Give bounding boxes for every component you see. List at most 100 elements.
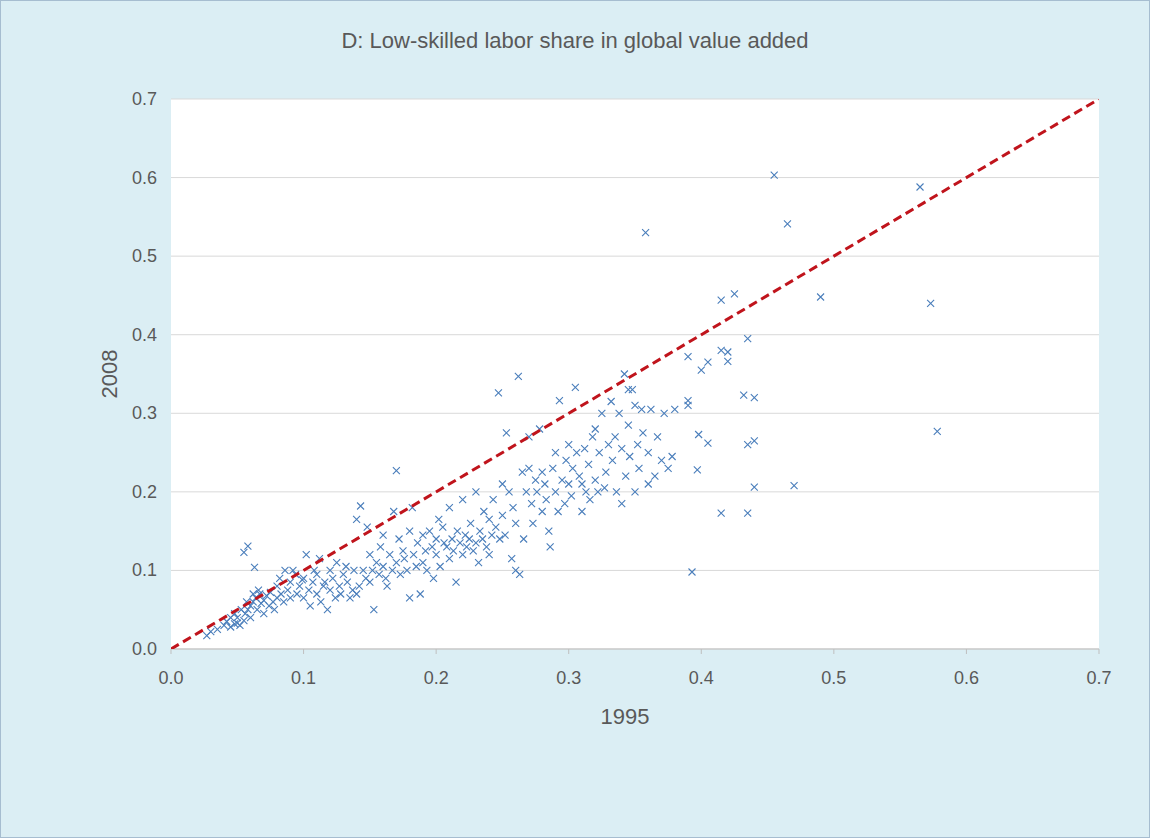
scatter-point [400, 547, 407, 554]
scatter-point [639, 429, 646, 436]
scatter-point [450, 547, 457, 554]
scatter-point [401, 555, 408, 562]
scatter-point [340, 571, 347, 578]
scatter-point [605, 441, 612, 448]
scatter-point [547, 543, 554, 550]
scatter-point [470, 547, 477, 554]
title: D: Low-skilled labor share in global val… [341, 28, 808, 53]
scatter-point [457, 539, 464, 546]
scatter-point [276, 575, 283, 582]
y-tick-label: 0.4 [132, 325, 157, 345]
scatter-point [429, 543, 436, 550]
scatter-point [934, 428, 941, 435]
scatter-point [519, 469, 526, 476]
scatter-point [622, 473, 629, 480]
scatter-point [589, 433, 596, 440]
scatter-point [393, 467, 400, 474]
scatter-point [254, 606, 261, 613]
scatter-point [357, 503, 364, 510]
scatter-point [499, 512, 506, 519]
scatter-point [370, 606, 377, 613]
scatter-point [410, 551, 417, 558]
scatter-point [744, 335, 751, 342]
x-tick [1099, 649, 1100, 654]
scatter-point [731, 290, 738, 297]
scatter-point [389, 567, 396, 574]
scatter-point [512, 520, 519, 527]
scatter-point [289, 567, 296, 574]
scatter-point [300, 594, 307, 601]
scatter-point [528, 500, 535, 507]
scatter-point [502, 532, 509, 539]
scatter-point [393, 559, 400, 566]
scatter-point [578, 481, 585, 488]
scatter-point [718, 347, 725, 354]
scatter-point [327, 567, 334, 574]
scatter-point [612, 433, 619, 440]
scatter-point [523, 488, 530, 495]
x-tick [568, 649, 569, 654]
scatter-point [332, 594, 339, 601]
scatter-point [353, 591, 360, 598]
scatter-point [356, 583, 363, 590]
y-tick-label: 0.3 [132, 403, 157, 423]
scatter-point [704, 440, 711, 447]
scatter-point [582, 488, 589, 495]
scatter-point [609, 457, 616, 464]
scatter-point [244, 543, 251, 550]
scatter-point [539, 469, 546, 476]
scatter-point [515, 373, 522, 380]
scatter-point [441, 539, 448, 546]
scatter-point [303, 551, 310, 558]
scatter-point [453, 579, 460, 586]
scatter-point [488, 532, 495, 539]
scatter-point [495, 389, 502, 396]
scatter-point [581, 445, 588, 452]
scatter-point [423, 567, 430, 574]
scatter-point [483, 543, 490, 550]
scatter-point [307, 602, 314, 609]
scatter-point [602, 469, 609, 476]
scatter-point [510, 504, 517, 511]
scatter-point [466, 536, 473, 543]
scatter-point [632, 402, 639, 409]
scatter-point [651, 473, 658, 480]
scatter-point [661, 410, 668, 417]
scatter-point [565, 481, 572, 488]
grid-line [171, 177, 1099, 178]
y-tick-label: 0.1 [132, 560, 157, 580]
scatter-point [543, 496, 550, 503]
scatter-point [744, 510, 751, 517]
scatter-point [565, 441, 572, 448]
scatter-point [454, 528, 461, 535]
scatter-point [552, 488, 559, 495]
scatter-point [698, 367, 705, 374]
scatter-point [689, 569, 696, 576]
scatter-point [309, 579, 316, 586]
scatter-point [467, 520, 474, 527]
x-axis-line [171, 649, 1099, 650]
scatter-point [626, 453, 633, 460]
scatter-point [350, 567, 357, 574]
scatter-point [353, 516, 360, 523]
scatter-point [446, 555, 453, 562]
scatter-point [492, 524, 499, 531]
scatter-point [413, 563, 420, 570]
y-tick-label: 0.0 [132, 639, 157, 659]
scatter-point [459, 496, 466, 503]
scatter-point [573, 449, 580, 456]
scatter-point [669, 453, 676, 460]
scatter-point [598, 410, 605, 417]
scatter-point [744, 441, 751, 448]
scatter-point [376, 571, 383, 578]
scatter-point [616, 410, 623, 417]
scatter-point [685, 353, 692, 360]
scatter-point [293, 591, 300, 598]
scatter-point [784, 220, 791, 227]
x-tick [171, 649, 172, 654]
scatter-point [397, 571, 404, 578]
scatter-point [508, 555, 515, 562]
scatter-point [621, 371, 628, 378]
scatter-point [569, 465, 576, 472]
scatter-point [594, 488, 601, 495]
